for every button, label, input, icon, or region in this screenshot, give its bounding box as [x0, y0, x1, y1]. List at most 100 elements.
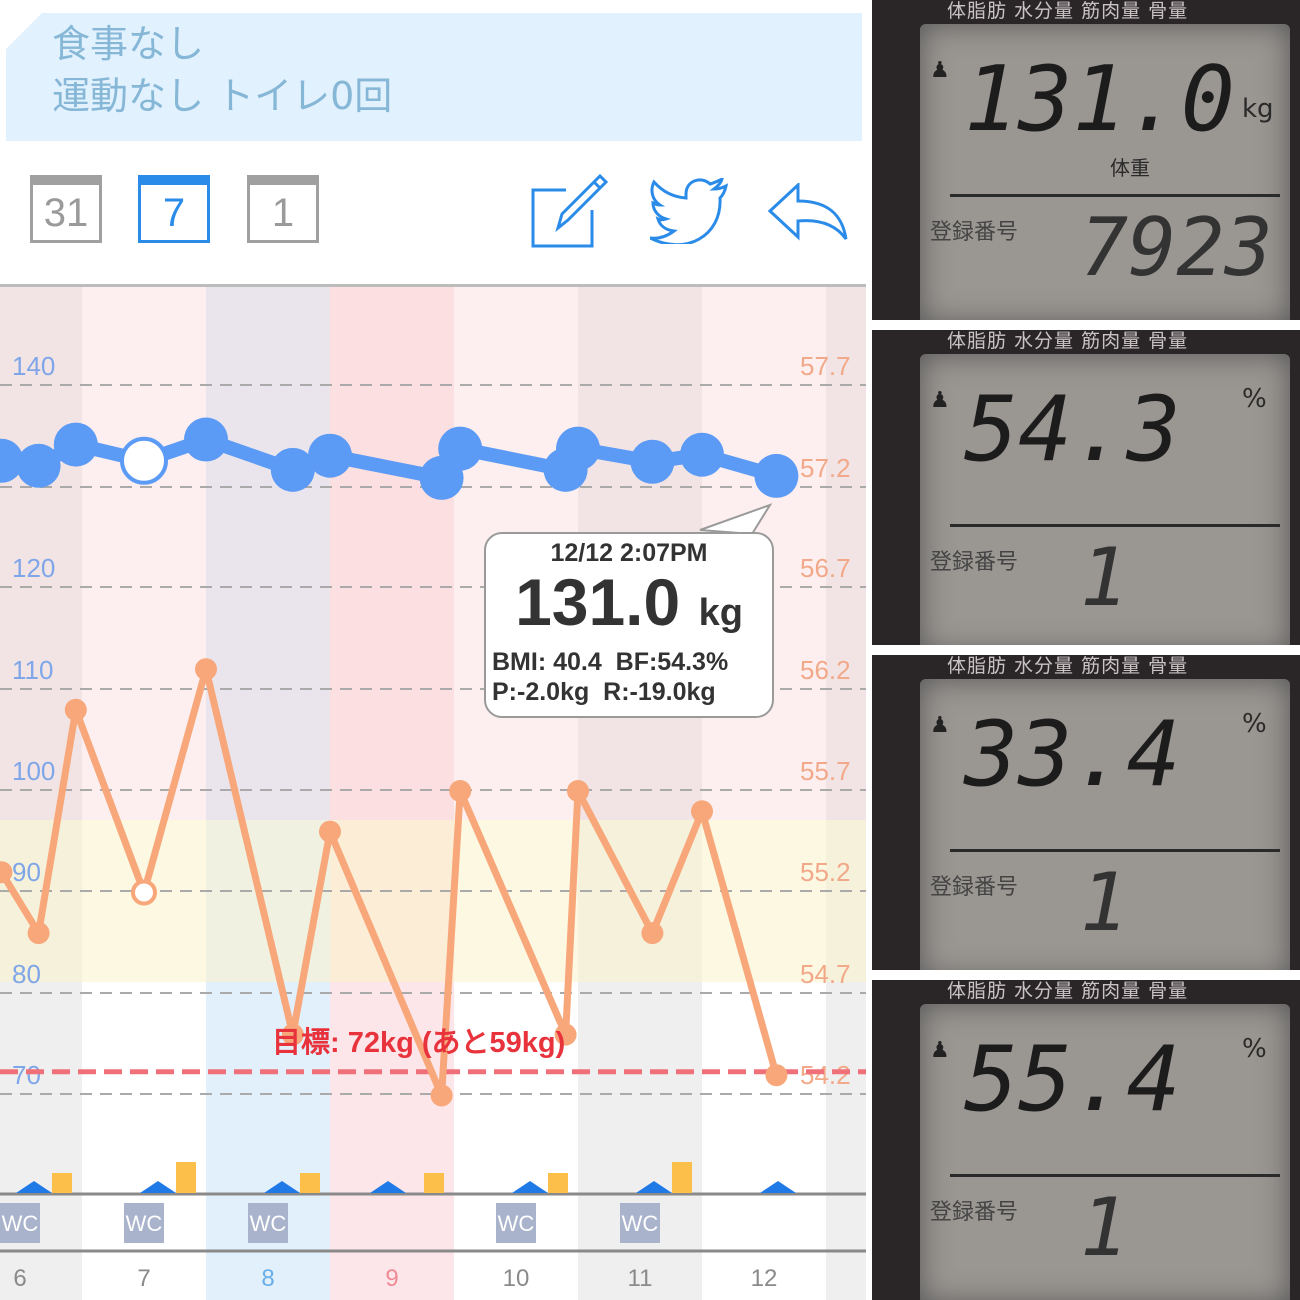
- calendar-month-label: 31: [43, 191, 89, 235]
- exercise-marker: [370, 1181, 406, 1193]
- meal-bar: [176, 1162, 196, 1193]
- calendar-month-button[interactable]: 31: [30, 175, 102, 243]
- memo-note[interactable]: 食事なし 運動なし トイレ0回: [6, 13, 862, 141]
- weight-point: [16, 443, 61, 488]
- tooltip-change: P:-2.0kg R:-19.0kg: [492, 678, 716, 706]
- twitter-icon[interactable]: [650, 178, 730, 244]
- reg-label: 登録番号: [930, 1200, 1019, 1225]
- left-axis-tick: 100: [12, 756, 55, 786]
- weight-point: [120, 436, 168, 485]
- day-column-bg: [826, 287, 866, 1300]
- calendar-week-button[interactable]: 7: [138, 175, 210, 243]
- tooltip-unit: kg: [698, 592, 743, 634]
- scale-unit: %: [1242, 1034, 1267, 1064]
- wc-badge-label: WC: [250, 1211, 287, 1236]
- bodyfat-point: [641, 922, 664, 945]
- scale-value: 131.0: [964, 47, 1235, 152]
- weight-point: [184, 417, 228, 462]
- tooltip-datetime: 12/12 2:07PM: [550, 539, 708, 567]
- x-axis-day-label: 8: [261, 1265, 274, 1292]
- exercise-marker: [140, 1181, 176, 1193]
- bodyfat-point: [430, 1084, 453, 1107]
- lcd-separator: [950, 524, 1280, 527]
- memo-line-meal: 食事なし: [52, 22, 205, 66]
- scale-lcd: ♟ 54.3 % 登録番号 1: [920, 354, 1290, 645]
- bodyfat-point: [131, 879, 157, 906]
- person-icon: ♟: [930, 713, 950, 738]
- bodyfat-point: [765, 1064, 788, 1087]
- scale-unit: %: [1242, 384, 1267, 414]
- wc-badge: [248, 1203, 288, 1243]
- scale-photo-bodyfat: 体脂肪 水分量 筋肉量 骨量 ♟ 54.3 % 登録番号 1: [872, 330, 1300, 645]
- scale-photos: 体脂肪 水分量 筋肉量 骨量 ♟ 131.0 kg 体重 登録番号 7923 体…: [870, 0, 1300, 1300]
- right-axis-tick: 56.2: [800, 655, 851, 685]
- right-axis-tick: 55.2: [800, 857, 851, 887]
- reg-label: 登録番号: [930, 875, 1019, 900]
- memo-line-exercise: 運動なし トイレ0回: [52, 74, 393, 118]
- wc-badge-label: WC: [498, 1211, 535, 1236]
- weight-point: [680, 432, 724, 477]
- left-axis-tick: 80: [12, 959, 41, 989]
- exercise-marker: [16, 1181, 52, 1193]
- x-axis-day-label: 6: [13, 1265, 26, 1292]
- exercise-marker: [512, 1181, 548, 1193]
- weight-point: [754, 453, 799, 498]
- reg-label: 登録番号: [930, 220, 1019, 245]
- scale-lcd: ♟ 33.4 % 登録番号 1: [920, 679, 1290, 970]
- exercise-marker: [760, 1181, 796, 1193]
- scale-header: 体脂肪 水分量 筋肉量 骨量: [947, 980, 1189, 1002]
- bodyfat-point: [319, 820, 341, 843]
- x-axis-day-label: 7: [137, 1265, 150, 1292]
- edit-icon[interactable]: [528, 170, 610, 252]
- calendar-week-label: 7: [162, 191, 186, 235]
- meal-bar: [672, 1162, 692, 1193]
- left-axis-tick: 120: [12, 553, 55, 583]
- toolbar: 31 7 1: [0, 145, 866, 285]
- right-axis-tick: 57.2: [800, 453, 851, 483]
- scale-lcd: ♟ 131.0 kg 体重 登録番号 7923: [920, 24, 1290, 320]
- data-tooltip: 12/12 2:07PM 131.0 kg BMI: 40.4 BF:54.3%…: [484, 532, 774, 718]
- scale-photo-water: 体脂肪 水分量 筋肉量 骨量 ♟ 33.4 % 登録番号 1: [872, 655, 1300, 970]
- weight-point: [630, 439, 675, 484]
- lcd-separator: [950, 194, 1280, 197]
- meal-bar: [52, 1173, 72, 1193]
- bodyfat-point: [449, 780, 472, 802]
- bodyfat-line: [0, 665, 780, 1099]
- reg-number: 1: [1080, 531, 1129, 624]
- meal-bar: [548, 1173, 568, 1193]
- person-icon: ♟: [930, 58, 950, 83]
- wc-badge-label: WC: [622, 1211, 659, 1236]
- scale-header: 体脂肪 水分量 筋肉量 骨量: [947, 330, 1189, 352]
- scale-value: 33.4: [964, 702, 1181, 807]
- bodyfat-point: [27, 922, 50, 945]
- left-axis-tick: 110: [12, 655, 53, 685]
- reply-icon[interactable]: [768, 183, 848, 241]
- scale-unit: kg: [1242, 94, 1274, 124]
- bodyfat-point: [554, 1023, 577, 1046]
- exercise-marker: [264, 1181, 300, 1193]
- scale-header: 体脂肪 水分量 筋肉量 骨量: [947, 655, 1189, 677]
- x-axis-day-label: 11: [628, 1265, 653, 1292]
- person-icon: ♟: [930, 1038, 950, 1063]
- scale-header: 体脂肪 水分量 筋肉量 骨量: [947, 0, 1189, 22]
- weight-point: [438, 426, 483, 471]
- exercise-marker: [636, 1181, 672, 1193]
- reg-number: 1: [1080, 1181, 1129, 1274]
- right-axis-tick: 55.7: [800, 756, 851, 786]
- right-axis-tick: 54.7: [800, 959, 851, 989]
- left-axis-tick: 140: [12, 351, 55, 381]
- scale-lcd: ♟ 55.4 % 登録番号 1: [920, 1004, 1290, 1300]
- scale-value: 54.3: [964, 377, 1181, 482]
- weight-app: 食事なし 運動なし トイレ0回 31 7 1 140 120 110 100 90 80 7…: [0, 13, 866, 1300]
- reg-label: 登録番号: [930, 550, 1019, 575]
- weight-chart[interactable]: 140 120 110 100 90 80 70 57.7 57.2 56.7 56.2 55.7 55…: [0, 287, 866, 1300]
- left-axis-tick: 90: [12, 857, 41, 887]
- calendar-day-button[interactable]: 1: [247, 175, 319, 243]
- scale-sub-label: 体重: [1110, 156, 1150, 180]
- bodyfat-point: [281, 1023, 304, 1046]
- bodyfat-point: [195, 658, 217, 681]
- note-fold: [6, 13, 42, 49]
- reg-number: 1: [1080, 856, 1129, 949]
- weight-point: [308, 433, 352, 478]
- wc-badge-label: WC: [126, 1211, 163, 1236]
